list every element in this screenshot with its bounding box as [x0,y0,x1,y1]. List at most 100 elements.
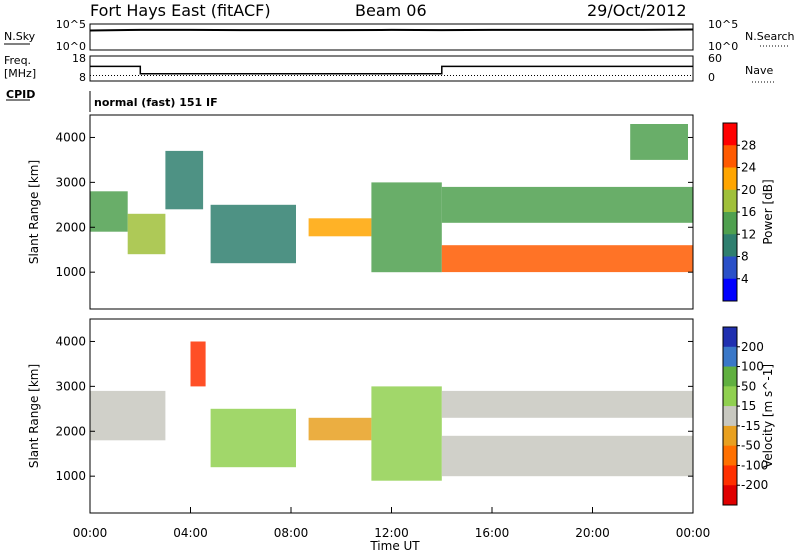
y-tick-label-2: 3000 [55,175,86,189]
colorbar-segment-8 [723,485,737,506]
echo-region-5 [441,435,694,477]
power-panel-frame [89,114,694,310]
echo-region-5 [371,182,442,273]
x-axis-ticks: 00:00 04:00 08:00 12:00 16:00 20:00 00:00 [73,507,711,540]
colorbar-tick-label-0: 4 [741,272,749,286]
colorbar-segment-1 [723,145,737,168]
power-colorbar: 4 8 12 16 20 24 28 [722,122,756,302]
x-tick-label-0: 00:00 [73,526,108,540]
echo-region-8 [630,124,688,160]
nsky-series-line [89,28,694,32]
nsearch-label: N.Search [745,30,795,43]
y-tick-label-0: 1000 [55,265,86,279]
colorbar-segment-7 [723,278,737,302]
freq-tick-top: 18 [72,52,86,65]
colorbar-segment-5 [723,234,737,257]
colorbar-segment-0 [723,123,737,146]
freq-label-2: [MHz] [4,67,36,80]
colorbar-tick-label-6: -100 [741,458,768,472]
colorbar-frame [722,326,738,506]
colorbar-segment-0 [723,327,737,348]
nave-tick-top: 60 [708,52,722,65]
colorbar-tick-label-5: -50 [741,439,761,453]
nsearch-tick-top: 10^5 [708,18,738,31]
freq-label-1: Freq. [4,54,31,67]
x-axis-label: Time UT [369,539,420,553]
y-tick-label-2: 3000 [55,379,86,393]
velocity-colorbar-label: Velocity [m s^-1] [761,364,775,468]
velocity-heatmap-cells [90,341,694,481]
beam-label: Beam 06 [355,1,427,20]
power-colorbar-label: Power [dB] [761,179,775,244]
velocity-y-axis-label: Slant Range [km] [27,364,41,468]
colorbar-segment-4 [723,406,737,427]
freq-panel-frame [89,55,694,82]
y-tick-label-1: 2000 [55,424,86,438]
nave-tick-bottom: 0 [708,71,715,84]
colorbar-tick-label-5: 24 [741,161,756,175]
echo-region-3 [210,204,296,264]
freq-tick-bottom: 8 [79,71,86,84]
colorbar-segment-7 [723,465,737,486]
x-tick-label-1: 04:00 [173,526,208,540]
plot-title: Fort Hays East (fitACF) [90,1,271,20]
colorbar-segment-3 [723,386,737,407]
echo-region-6 [441,390,694,418]
y-tick-label-3: 4000 [55,334,86,348]
velocity-colorbar: 200 100 50 15 -15 -50 -100 -200 [722,326,768,506]
echo-region-1 [190,341,206,387]
echo-region-4 [371,386,442,481]
echo-region-3 [308,417,372,441]
nsearch-tick-bottom: 10^0 [708,40,738,53]
noise-panel-frame [89,23,694,51]
echo-region-2 [210,408,296,468]
freq-series-line [90,65,693,75]
nsky-tick-top: 10^5 [56,18,86,31]
colorbar-segment-2 [723,366,737,387]
colorbar-segment-4 [723,212,737,235]
colorbar-segment-2 [723,167,737,191]
nave-label: Nave [745,64,773,77]
colorbar-tick-label-1: 8 [741,250,749,264]
echo-region-7 [441,186,694,223]
echo-region-2 [165,150,204,210]
y-tick-label-3: 4000 [55,130,86,144]
power-y-axis-label: Slant Range [km] [27,160,41,264]
colorbar-tick-label-4: 20 [741,183,756,197]
colorbar-tick-label-0: 200 [741,340,764,354]
velocity-y-ticks: 1000 2000 3000 4000 [55,334,693,483]
power-y-ticks: 1000 2000 3000 4000 [55,130,693,279]
date-label: 29/Oct/2012 [587,1,687,20]
echo-region-6 [441,245,694,273]
colorbar-tick-label-6: 28 [741,138,756,152]
nsky-label: N.Sky [4,30,36,43]
x-tick-label-5: 20:00 [575,526,610,540]
y-tick-label-1: 2000 [55,220,86,234]
colorbar-segment-3 [723,189,737,213]
cpid-label: CPID [6,88,35,101]
colorbar-tick-label-3: 16 [741,205,756,219]
colorbar-tick-label-2: 50 [741,379,756,393]
colorbar-segment-1 [723,346,737,368]
colorbar-segment-5 [723,425,737,447]
x-tick-label-6: 00:00 [676,526,711,540]
echo-region-1 [127,213,166,255]
y-tick-label-0: 1000 [55,469,86,483]
echo-region-4 [308,218,372,237]
colorbar-tick-label-7: -200 [741,478,768,492]
nsky-tick-bottom: 10^0 [56,40,86,53]
colorbar-tick-label-1: 100 [741,360,764,374]
power-heatmap-cells [90,124,694,273]
colorbar-tick-label-2: 12 [741,227,756,241]
colorbar-segment-6 [723,445,737,466]
echo-region-0 [90,390,166,441]
x-tick-label-2: 08:00 [274,526,309,540]
x-tick-label-3: 12:00 [374,526,409,540]
x-tick-label-4: 16:00 [475,526,510,540]
colorbar-tick-label-4: -15 [741,419,761,433]
colorbar-segment-6 [723,256,737,280]
echo-region-0 [90,191,128,232]
colorbar-tick-label-3: 15 [741,399,756,413]
cpid-value: normal (fast) 151 IF [94,96,218,109]
